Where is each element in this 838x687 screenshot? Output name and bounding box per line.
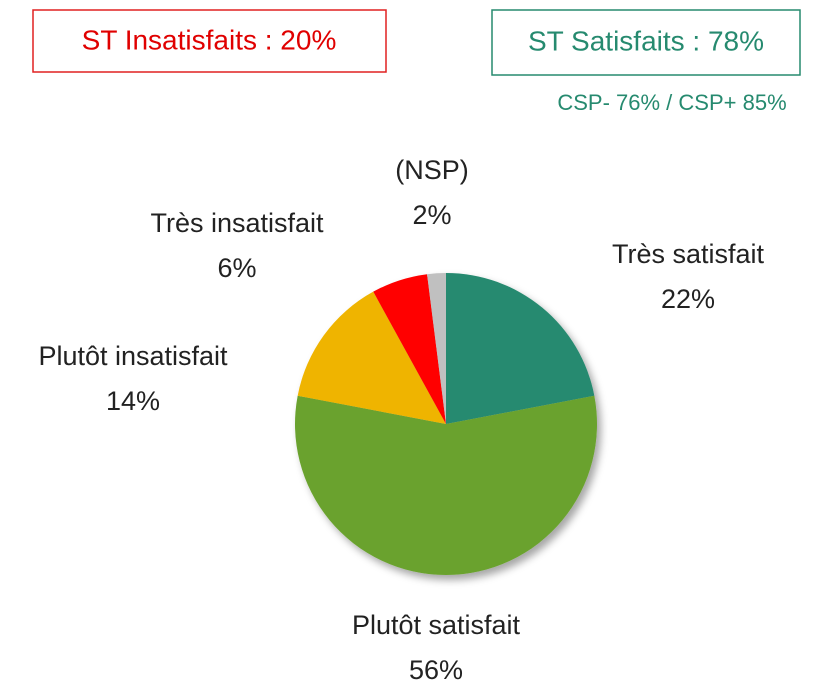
slice-label: Très satisfait xyxy=(612,239,765,269)
annotation-box xyxy=(491,9,801,76)
slice-label: Très insatisfait xyxy=(150,208,324,238)
pie-slice xyxy=(446,273,595,424)
slice-label: Plutôt satisfait xyxy=(352,610,521,640)
pie-slice xyxy=(373,274,446,424)
slice-value-label: 6% xyxy=(217,253,256,283)
slice-label: Plutôt insatisfait xyxy=(38,341,228,371)
slice-label: (NSP) xyxy=(395,155,469,185)
slice-value-label: 56% xyxy=(409,655,463,682)
slice-value-label: 2% xyxy=(412,200,451,230)
pie xyxy=(295,273,597,575)
annotation: ST Satisfaits : 78% xyxy=(528,25,764,56)
slice-value-label: 22% xyxy=(661,284,715,314)
annotation-box xyxy=(32,9,387,73)
annotation: ST Insatisfaits : 20% xyxy=(82,24,337,55)
pie-slice xyxy=(427,273,446,424)
pie-slice xyxy=(297,291,446,424)
slice-value-label: 14% xyxy=(106,386,160,416)
pie-slice xyxy=(295,395,597,575)
annotation: CSP- 76% / CSP+ 85% xyxy=(557,90,786,115)
